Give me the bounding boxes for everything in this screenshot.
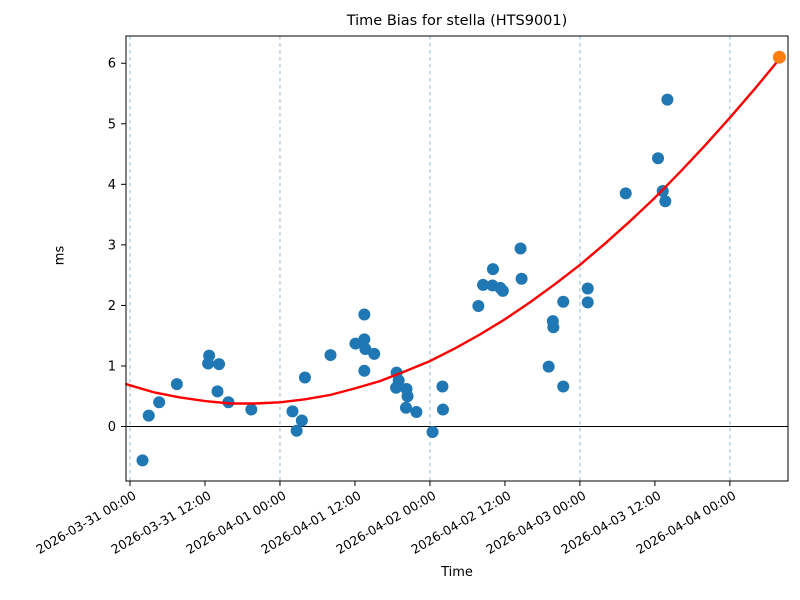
data-point xyxy=(245,403,258,416)
y-tick-label: 0 xyxy=(108,420,116,435)
data-point xyxy=(203,349,216,362)
prediction-point xyxy=(772,50,786,64)
y-tick-label: 2 xyxy=(108,299,116,314)
data-point xyxy=(211,385,224,398)
data-point xyxy=(542,360,555,373)
data-point xyxy=(557,295,570,308)
data-point xyxy=(410,405,423,418)
data-point xyxy=(436,380,449,393)
data-point xyxy=(213,358,226,371)
data-point xyxy=(514,242,527,255)
data-point xyxy=(486,263,499,276)
y-tick-label: 5 xyxy=(108,117,116,132)
data-point xyxy=(298,371,311,384)
data-point xyxy=(136,454,149,467)
data-point xyxy=(661,93,674,106)
y-tick-label: 6 xyxy=(108,57,116,72)
data-point xyxy=(295,414,308,427)
data-point xyxy=(515,272,528,285)
x-axis-label: Time xyxy=(441,565,473,580)
fit-line xyxy=(125,57,782,405)
data-point xyxy=(286,405,299,418)
y-tick-label: 1 xyxy=(108,359,116,374)
data-point xyxy=(472,300,485,313)
data-point xyxy=(399,401,412,414)
data-point xyxy=(496,284,509,297)
data-point xyxy=(358,308,371,321)
data-point xyxy=(324,349,337,362)
y-axis-label: ms xyxy=(52,245,68,266)
data-point xyxy=(142,409,155,422)
data-point xyxy=(581,296,594,309)
data-point xyxy=(619,187,632,200)
y-tick-label: 3 xyxy=(108,238,116,253)
plot-border xyxy=(125,35,789,482)
data-point xyxy=(426,425,439,438)
data-point xyxy=(290,424,303,437)
data-point xyxy=(390,381,403,394)
chart-title: Time Bias for stella (HTS9001) xyxy=(346,13,568,29)
data-point xyxy=(477,278,490,291)
y-tick-label: 4 xyxy=(108,178,116,193)
data-point xyxy=(652,152,665,165)
data-point xyxy=(659,195,672,208)
data-point xyxy=(368,347,381,360)
data-point xyxy=(359,343,372,356)
data-point xyxy=(436,403,449,416)
data-point xyxy=(557,380,570,393)
data-point xyxy=(358,333,371,346)
data-point xyxy=(401,390,414,403)
data-point xyxy=(153,396,166,409)
data-point xyxy=(581,282,594,295)
data-point xyxy=(358,364,371,377)
data-point xyxy=(547,321,560,334)
data-point xyxy=(170,378,183,391)
